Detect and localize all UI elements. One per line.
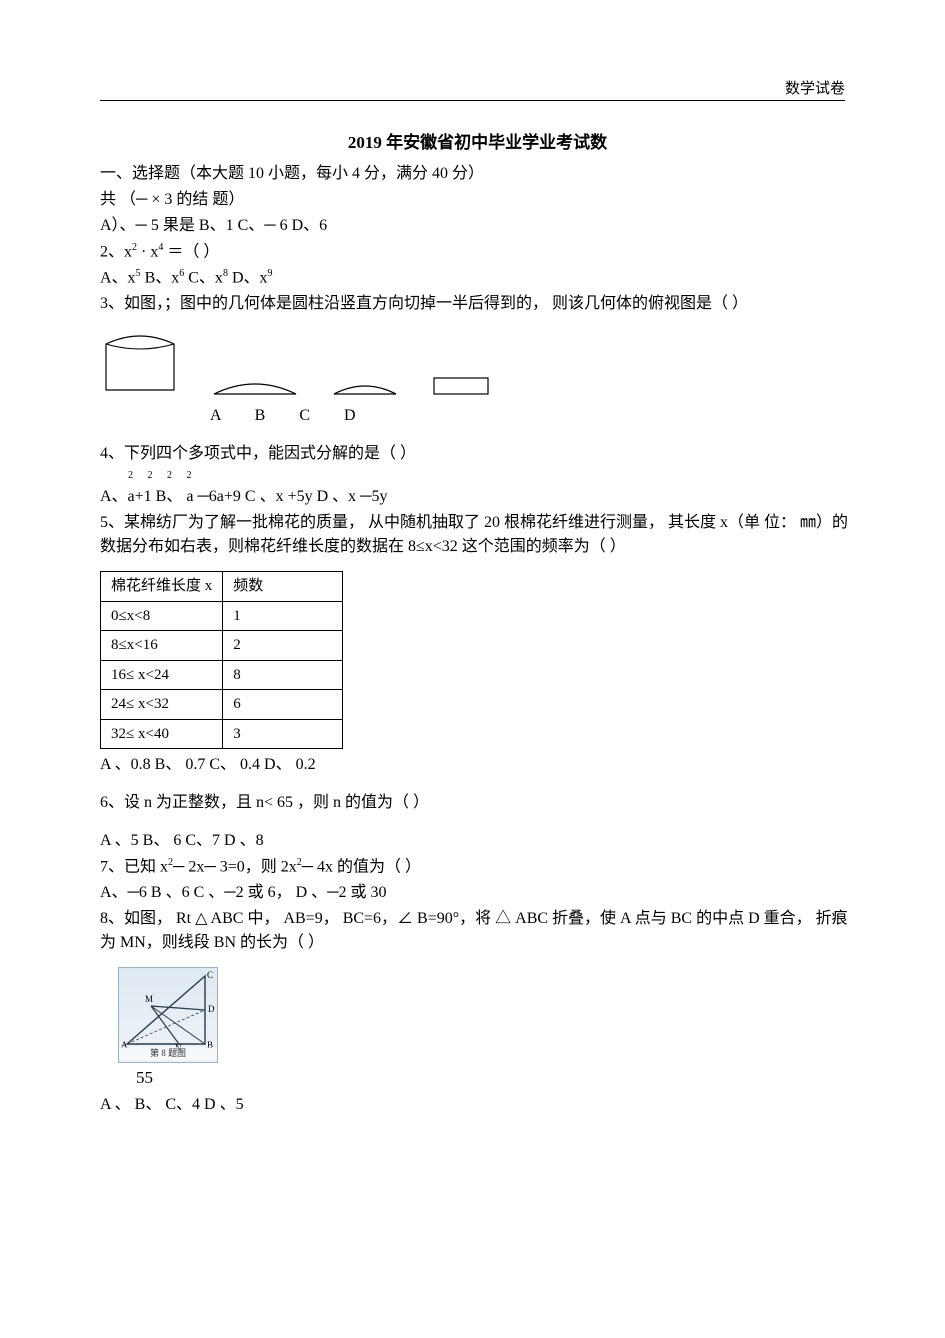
q3-option-c-icon: [330, 372, 400, 398]
table-cell: 16≤ x<24: [101, 660, 223, 690]
q8-number-55: 55: [136, 1065, 855, 1091]
q2-mid: · x: [137, 243, 158, 260]
table-cell: 1: [223, 601, 343, 631]
table-row: 16≤ x<248: [101, 660, 343, 690]
table-cell: 8: [223, 660, 343, 690]
q3-solid-icon: [100, 326, 180, 398]
q8-stem: 8、如图， Rt △ ABC 中， AB=9， BC=6，∠ B=90°，将 △…: [100, 907, 855, 955]
table-header-row: 棉花纤维长度 x 频数: [101, 572, 343, 602]
table-cell: 2: [223, 631, 343, 661]
q2-tail: ＝（ ）: [163, 243, 219, 260]
header-subject: 数学试卷: [785, 78, 845, 101]
q3-shape-labels: A B C D: [210, 404, 855, 428]
q2-text: 2、x: [100, 243, 132, 260]
q2-opt-c: C、x: [184, 269, 223, 286]
q4-options: A、a+1 B、 a ─6a+9 C 、x +5y D 、x ─5y: [100, 485, 855, 509]
table-cell: 32≤ x<40: [101, 719, 223, 749]
q2-stem: 2、x2 · x4 ＝（ ）: [100, 240, 855, 264]
q7-a: 7、已知 x: [100, 858, 168, 875]
svg-text:M: M: [145, 994, 153, 1004]
table-cell: 6: [223, 690, 343, 720]
svg-text:C: C: [207, 970, 213, 980]
q8-figure-caption: 第 8 题图: [119, 1047, 217, 1061]
q1-options: A）、─ 5 果是 B、1 C、─ 6 D、6: [100, 214, 855, 238]
q8-options: A 、 B、 C、4 D 、5: [100, 1093, 855, 1117]
q7-stem: 7、已知 x2─ 2x─ 3=0，则 2x2─ 4x 的值为（ ）: [100, 855, 855, 879]
q1-line-a: 共 （─ × 3 的结 题）: [100, 188, 855, 212]
section-heading: 一、选择题（本大题 10 小题，每小 4 分，满分 40 分）: [100, 162, 855, 186]
q2-options: A、x5 B、x6 C、x8 D、x9: [100, 266, 855, 290]
q8-figure: M C D A N B 第 8 题图: [118, 967, 218, 1063]
q7-c: ─ 4x 的值为（ ）: [302, 858, 421, 875]
table-cell: 8≤x<16: [101, 631, 223, 661]
table-row: 32≤ x<403: [101, 719, 343, 749]
q6-stem: 6、设 n 为正整数，且 n< 65 ，则 n 的值为（ ）: [100, 791, 855, 815]
table-row: 0≤x<81: [101, 601, 343, 631]
q3-shapes-row: [100, 326, 855, 398]
q5-stem: 5、某棉纺厂为了解一批棉花的质量， 从中随机抽取了 20 根棉花纤维进行测量， …: [100, 511, 855, 559]
table-cell: 3: [223, 719, 343, 749]
q3-option-d-icon: [430, 372, 492, 398]
page-content: 2019 年安徽省初中毕业学业考试数 一、选择题（本大题 10 小题，每小 4 …: [100, 130, 855, 1117]
q7-options: A、─6 B 、6 C 、─2 或 6， D 、─2 或 30: [100, 881, 855, 905]
q2-opt-d-sup: 9: [268, 268, 273, 279]
table-row: 8≤x<162: [101, 631, 343, 661]
table-row: 24≤ x<326: [101, 690, 343, 720]
q2-opt-b: B、x: [141, 269, 180, 286]
q5-options: A 、0.8 B、 0.7 C、 0.4 D、 0.2: [100, 753, 855, 777]
q3-option-b-icon: [210, 372, 300, 398]
exam-title: 2019 年安徽省初中毕业学业考试数: [100, 130, 855, 156]
svg-text:D: D: [208, 1004, 215, 1014]
q4-superscripts: 2 2 2 2: [128, 468, 855, 483]
q2-opt-a: A、x: [100, 269, 136, 286]
q4-stem: 4、下列四个多项式中，能因式分解的是（ ）: [100, 442, 855, 466]
frequency-table: 棉花纤维长度 x 频数 0≤x<81 8≤x<162 16≤ x<248 24≤…: [100, 571, 343, 749]
q3-stem: 3、如图，；图中的几何体是圆柱沿竖直方向切掉一半后得到的， 则该几何体的俯视图是…: [100, 292, 855, 316]
table-cell: 24≤ x<32: [101, 690, 223, 720]
table-header-freq: 频数: [223, 572, 343, 602]
table-header-length: 棉花纤维长度 x: [101, 572, 223, 602]
q7-b: ─ 2x─ 3=0，则 2x: [173, 858, 297, 875]
header-rule: [100, 100, 845, 101]
q2-opt-d: D、x: [228, 269, 268, 286]
q6-options: A 、5 B、 6 C、7 D 、8: [100, 829, 855, 853]
table-cell: 0≤x<8: [101, 601, 223, 631]
